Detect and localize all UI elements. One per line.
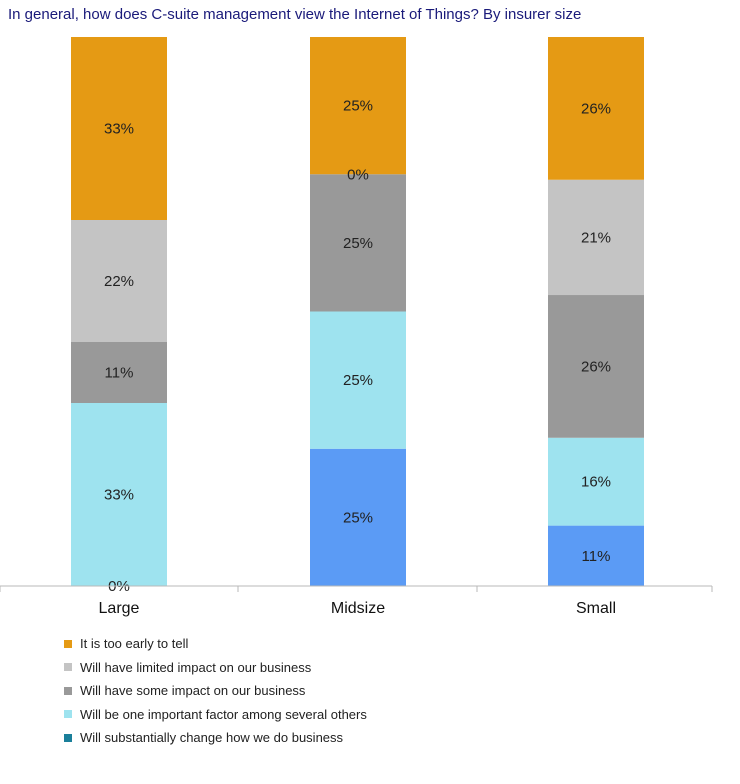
data-label-small-4: 26% [581,100,611,117]
bar-segment-small-4 [548,37,644,180]
bar-segment-midsize-1 [310,311,406,449]
legend-label: Will be one important factor among sever… [80,706,367,722]
legend-swatch [64,710,72,719]
data-label-large-3: 22% [104,273,134,290]
data-label-midsize-3: 0% [347,166,369,183]
bar-segment-small-1 [548,437,644,526]
chart-title: In general, how does C-suite management … [8,6,582,23]
data-label-large-1: 33% [104,487,134,504]
stacked-bar-chart: 0%33%11%22%33%25%25%25%0%25%11%16%26%21%… [0,37,713,617]
bar-segment-large-2 [71,342,167,403]
data-label-small-2: 26% [581,358,611,375]
legend-label: Will have some impact on our business [80,683,306,699]
data-label-midsize-2: 25% [343,235,373,252]
bar-segment-midsize-0 [310,448,406,586]
bar-segment-large-1 [71,403,167,586]
data-label-midsize-4: 25% [343,98,373,115]
legend-item: Will have limited impact on our business [64,656,367,680]
x-tick-label-small: Small [576,600,616,617]
legend-item: Will be one important factor among sever… [64,703,367,727]
legend-swatch [64,663,72,672]
data-label-large-2: 11% [105,365,134,382]
legend-item: Will substantially change how we do busi… [64,726,367,750]
bar-segment-small-3 [548,179,644,296]
bar-segment-large-3 [71,220,167,342]
legend-label: Will have limited impact on our business [80,659,312,675]
data-label-large-4: 33% [104,121,134,138]
legend: It is too early to tell Will have limited… [64,632,367,750]
x-axis-ticks: Large Midsize Small [0,586,713,617]
legend-swatch [64,639,72,648]
bars-layer [71,37,644,586]
bar-segment-midsize-4 [310,37,406,175]
bar-segment-midsize-2 [310,174,406,312]
legend-item: Will have some impact on our business [64,679,367,703]
data-label-small-3: 21% [581,229,611,246]
legend-label: Will substantially change how we do busi… [80,730,344,746]
data-label-small-1: 16% [581,474,611,491]
legend-label: It is too early to tell [80,636,189,652]
x-tick-label-large: Large [99,600,140,617]
data-label-midsize-0: 25% [343,509,373,526]
legend-item: It is too early to tell [64,632,367,656]
bar-segment-large-4 [71,37,167,220]
data-label-small-0: 11% [582,548,611,565]
legend-swatch [64,733,72,742]
x-tick-label-midsize: Midsize [331,600,385,617]
data-label-midsize-1: 25% [343,372,373,389]
legend-swatch [64,686,72,695]
bar-segment-small-0 [548,525,644,586]
bar-segment-small-2 [548,295,644,438]
